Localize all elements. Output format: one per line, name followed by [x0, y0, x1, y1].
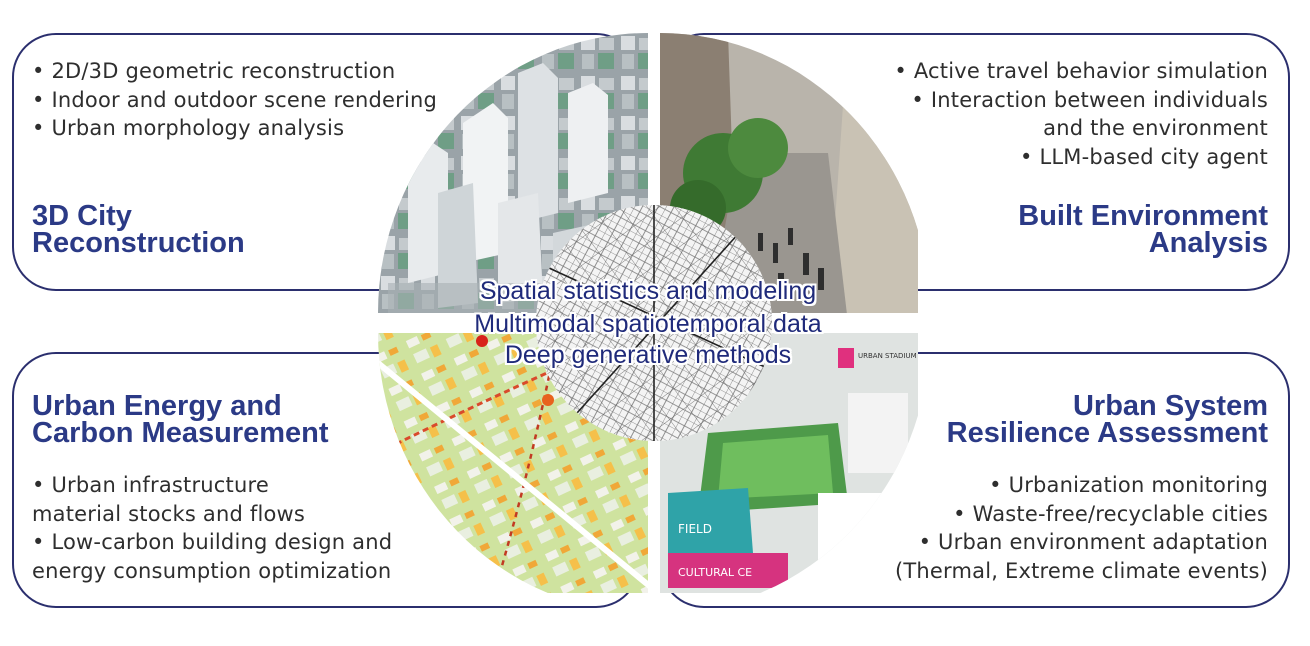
tr-bullet: and the environment [1043, 116, 1268, 140]
tl-bullet: • 2D/3D geometric reconstruction [32, 59, 396, 83]
tr-bullet: • LLM-based city agent [1019, 144, 1268, 169]
tr-title-line: Built Environment [1018, 200, 1268, 232]
stadium-sign-label: URBAN STADIUM [858, 352, 917, 360]
tr-title: Built Environment Analysis [1018, 200, 1268, 259]
br-title-line: Urban System [1072, 390, 1268, 422]
bl-title-line: Carbon Measurement [32, 417, 329, 449]
cultural-sign-label: CULTURAL CE [678, 566, 752, 579]
center-line-1: Spatial statistics and modeling [479, 277, 817, 305]
tr-bullet: • Active travel behavior simulation [894, 59, 1268, 83]
bl-title-line: Urban Energy and [32, 390, 282, 422]
tl-title-line: Reconstruction [32, 227, 245, 259]
field-sign-label: FIELD [678, 522, 712, 536]
br-bullet: (Thermal, Extreme climate events) [894, 558, 1268, 583]
bl-bullet: energy consumption optimization [32, 558, 392, 583]
tl-title: 3D City Reconstruction [32, 200, 245, 259]
tl-bullet-list: • 2D/3D geometric reconstruction • Indoo… [32, 57, 437, 143]
tr-title-line: Analysis [1148, 227, 1268, 259]
central-image-circle: URBAN STADIUM CULTURAL CE FIELD [378, 33, 918, 593]
center-line-3: Deep generative methods [504, 341, 792, 369]
bl-bullet: material stocks and flows [32, 501, 306, 526]
tl-bullet: • Urban morphology analysis [32, 116, 345, 140]
tr-bullet: • Interaction between individuals [911, 87, 1268, 112]
bl-bullet-list: • Urban infrastructure material stocks a… [32, 471, 392, 585]
center-line-2: Multimodal spatiotemporal data [474, 310, 822, 338]
tl-bullet: • Indoor and outdoor scene rendering [32, 87, 438, 112]
br-title: Urban System Resilience Assessment [946, 390, 1268, 449]
br-title-line: Resilience Assessment [946, 417, 1268, 449]
tr-bullet-list: • Active travel behavior simulation • In… [894, 57, 1268, 171]
br-bullet: • Urbanization monitoring [989, 473, 1268, 497]
bl-title: Urban Energy and Carbon Measurement [32, 390, 329, 449]
br-bullet-list: • Urbanization monitoring • Waste-free/r… [895, 471, 1268, 585]
bl-bullet: • Low-carbon building design and [32, 530, 393, 554]
bl-bullet: • Urban infrastructure [32, 473, 269, 497]
street-network-map [536, 205, 772, 441]
br-bullet: • Urban environment adaptation [918, 530, 1268, 554]
tl-title-line: 3D City [32, 200, 132, 232]
br-bullet: • Waste-free/recyclable cities [953, 501, 1268, 526]
